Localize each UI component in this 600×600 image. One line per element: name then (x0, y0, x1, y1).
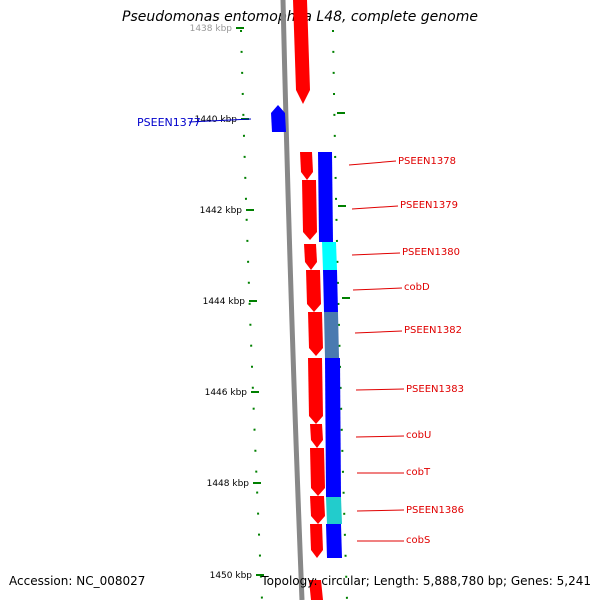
gene-label-cobu: cobU (406, 430, 431, 441)
ruler-tick-label: 1446 kbp (205, 388, 248, 398)
forward-gene-arrow (308, 358, 323, 424)
forward-gene-arrow (304, 244, 317, 270)
ruler-tick-label: 1448 kbp (207, 479, 250, 489)
ruler-tick-label: 1440 kbp (195, 115, 238, 125)
forward-gene-arrow (310, 524, 323, 558)
gene-label-cobs: cobS (406, 535, 430, 546)
genome-summary-text: Topology: circular; Length: 5,888,780 bp… (261, 574, 591, 588)
forward-gene-arrow (302, 180, 317, 240)
gene-arrow-bottom (309, 580, 323, 600)
gene-leader-line (351, 252, 401, 256)
ruler-tick-label: 1438 kbp (190, 24, 233, 34)
ruler-dotted-line (240, 29, 263, 600)
gene-arrow-top (293, 0, 310, 104)
ruler-tick-label: 1442 kbp (200, 206, 243, 216)
reverse-gene-block (322, 242, 337, 270)
ruler-tick-label: 1450 kbp (210, 571, 253, 581)
reverse-gene-block (326, 497, 342, 524)
gene-label-pseen1383: PSEEN1383 (406, 384, 464, 395)
forward-gene-arrow (310, 448, 325, 496)
forward-gene-arrow (306, 270, 321, 312)
forward-gene-arrow (300, 152, 313, 180)
gene-label-pseen1378: PSEEN1378 (398, 156, 456, 167)
forward-gene-arrow (310, 424, 323, 448)
forward-gene-arrow (310, 496, 325, 524)
reverse-gene-block (325, 358, 341, 497)
genome-backbone (280, 0, 305, 600)
gene-leader-line (356, 509, 405, 512)
gene-label-cobt: cobT (406, 467, 431, 478)
gene-leader-line (188, 118, 252, 123)
forward-gene-arrow (308, 312, 323, 356)
gene-label-cobd: cobD (404, 282, 430, 293)
gene-leader-line (355, 435, 405, 438)
gene-label-pseen1377: PSEEN1377 (137, 116, 201, 129)
gene-label-pseen1379: PSEEN1379 (400, 200, 458, 211)
reverse-gene-block (324, 312, 339, 358)
gene-label-pseen1380: PSEEN1380 (402, 247, 460, 258)
gene-label-pseen1386: PSEEN1386 (406, 505, 464, 516)
accession-text: Accession: NC_008027 (9, 574, 146, 588)
gene-label-pseen1382: PSEEN1382 (404, 325, 462, 336)
reverse-gene-block (326, 524, 342, 558)
ruler-tick-label: 1444 kbp (203, 297, 246, 307)
gene-leader-line (355, 388, 405, 391)
gene-leader-line (348, 160, 397, 166)
gene-leader-line (352, 287, 403, 291)
gene-leader-line (351, 205, 399, 210)
gene-arrow-pseen1377 (271, 105, 286, 132)
reverse-gene-block (318, 152, 333, 242)
gene-leader-line (354, 330, 403, 334)
reverse-gene-block (323, 270, 338, 312)
